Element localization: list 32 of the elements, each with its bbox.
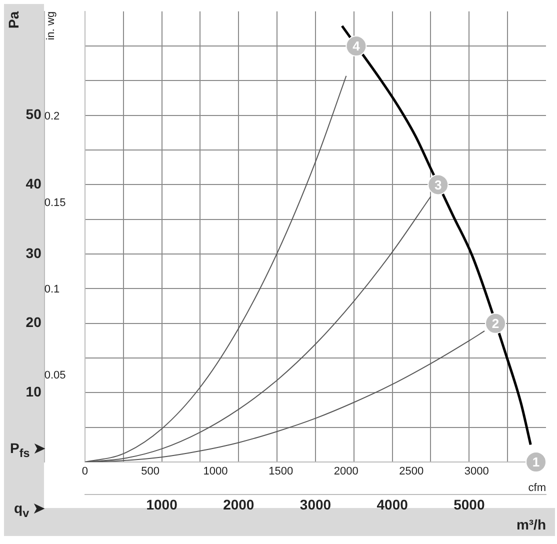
x2-axis-title: cfm	[528, 482, 546, 494]
x-axis-title: m³/h	[516, 516, 546, 532]
x-tick-label: 2000	[223, 496, 254, 513]
annotation: 3	[434, 177, 442, 192]
y2-tick-label: 0.1	[44, 283, 60, 296]
y-tick-label: 20	[26, 314, 42, 330]
x2-tick-label: 0	[82, 466, 88, 478]
y2-tick-label: 0.2	[44, 110, 60, 123]
x2-tick-label: 500	[141, 466, 160, 478]
x2-tick-label: 3000	[464, 466, 489, 478]
x2-tick-label: 1500	[268, 466, 294, 478]
y2-axis-title: in. wg	[45, 11, 58, 40]
x2-tick-label: 1000	[203, 466, 228, 478]
text: q$_{v}$ ➤	[14, 500, 45, 520]
y-tick-label: 10	[26, 384, 42, 400]
y-tick-label: 50	[26, 106, 42, 122]
x-tick-label: 3000	[300, 496, 332, 513]
y2-tick-label: 0.15	[44, 197, 66, 210]
text: P$_{fs}$ ➤	[10, 440, 46, 460]
annotation: 2	[492, 316, 500, 331]
x2-tick-label: 2500	[399, 466, 424, 478]
y-axis-title: Pa	[5, 11, 22, 29]
x-tick-label: 5000	[454, 496, 485, 513]
y-tick-label: 30	[26, 244, 42, 261]
annotation: 4	[352, 38, 361, 54]
x-tick-label: 4000	[376, 496, 408, 513]
x2-tick-label: 2000	[334, 466, 358, 478]
y2-tick-label: 0.05	[44, 370, 66, 382]
annotation: 1	[532, 454, 540, 470]
x-tick-label: 1000	[146, 496, 178, 513]
y-tick-label: 40	[26, 176, 42, 192]
line-series	[340, 24, 532, 446]
